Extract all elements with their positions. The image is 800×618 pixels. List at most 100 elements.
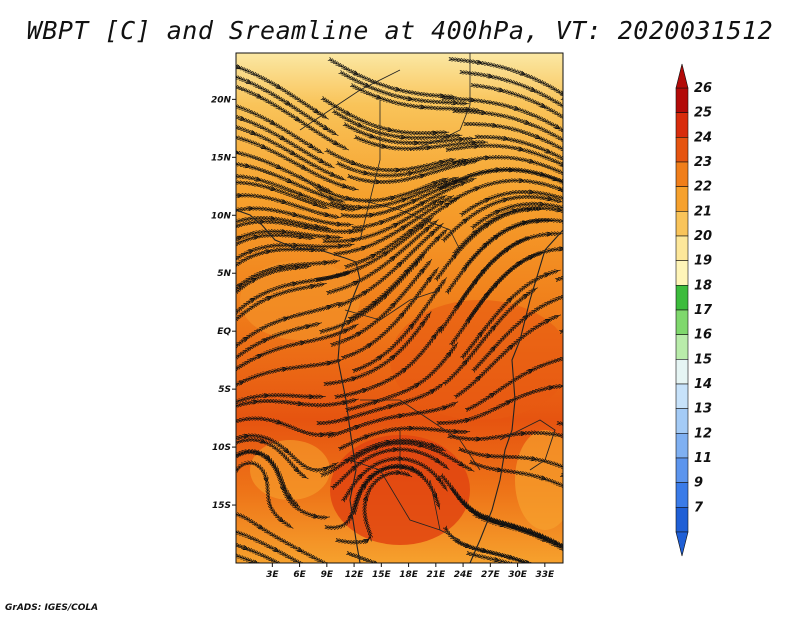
streamline-arrow <box>460 584 465 588</box>
streamline-arrow <box>654 119 659 123</box>
streamline-arrow <box>565 435 570 439</box>
streamline-arrow <box>582 188 587 192</box>
streamline-arrow <box>637 273 642 277</box>
streamline <box>236 218 332 241</box>
streamline-arrow <box>505 400 512 406</box>
streamline <box>557 423 563 441</box>
streamline <box>347 553 477 563</box>
colorbar-label: 24 <box>694 130 712 145</box>
streamline-arrow <box>544 319 551 324</box>
streamline-arrow <box>598 337 603 341</box>
streamline-arrow <box>636 240 641 244</box>
lat-tick-label: EQ <box>217 327 231 337</box>
streamline-arrow <box>326 360 333 366</box>
streamline-arrow <box>620 230 625 234</box>
streamline-arrow <box>260 438 267 444</box>
colorbar-segment <box>675 260 689 286</box>
streamline-arrow <box>662 164 667 168</box>
streamline-arrow <box>263 393 270 399</box>
colorbar-label: 18 <box>694 278 712 293</box>
colorbar-segment <box>675 408 689 434</box>
streamline-arrow <box>592 381 597 385</box>
colorbar-label: 7 <box>694 500 704 515</box>
wbpt-east-region <box>515 430 563 530</box>
streamline-arrow <box>528 255 535 260</box>
streamline <box>556 239 563 280</box>
country-borders <box>299 53 481 541</box>
streamline-arrow <box>610 351 615 355</box>
streamline-arrow <box>569 548 574 552</box>
colorbar-label: 12 <box>694 426 712 441</box>
colorbar-segment <box>675 87 689 113</box>
streamline-arrow <box>229 321 234 326</box>
lon-tick-label: 21E <box>426 570 446 580</box>
streamline-arrow <box>650 333 655 338</box>
streamline <box>236 323 322 384</box>
streamline-arrow <box>566 579 571 583</box>
streamline-arrow <box>596 499 601 503</box>
lon-tick-label: 6E <box>293 570 306 580</box>
streamline-arrow <box>704 487 709 491</box>
streamline-arrow <box>628 437 633 441</box>
streamline-arrow <box>688 257 693 262</box>
streamline-arrow <box>374 560 378 563</box>
streamline-arrow <box>236 420 239 423</box>
streamline-arrow <box>655 249 660 253</box>
streamline-arrow <box>446 351 452 357</box>
streamline-arrow <box>586 485 591 489</box>
colorbar-segment <box>675 359 689 385</box>
streamline-arrow <box>381 143 388 149</box>
streamline-arrow <box>473 143 480 149</box>
colorbar-label: 20 <box>694 229 712 244</box>
streamline-arrow <box>608 220 613 224</box>
streamline <box>579 449 710 476</box>
streamline-arrow <box>614 99 619 103</box>
streamline-arrow <box>589 539 594 543</box>
streamline-arrow <box>263 476 269 484</box>
streamline-arrow <box>595 442 600 446</box>
streamline <box>562 98 563 154</box>
streamline-arrow <box>607 138 612 142</box>
colorbar-segment <box>675 309 689 335</box>
streamline-arrow <box>574 470 579 474</box>
streamline-arrow <box>658 410 663 414</box>
lat-tick-label: 10N <box>211 211 232 221</box>
streamline-arrow <box>518 146 525 152</box>
lon-tick-label: 3E <box>266 570 279 580</box>
streamline-arrow <box>626 505 631 509</box>
longitude-axis: 3E 6E 9E 12E 15E 18E 21E 24E 27E 30E 33E <box>266 563 555 580</box>
streamline-arrow <box>571 175 576 179</box>
streamline-arrow <box>575 155 580 159</box>
streamline-arrow <box>641 216 646 220</box>
streamline-arrow <box>544 272 551 278</box>
streamline <box>467 553 593 563</box>
colorbar-segment <box>675 507 689 533</box>
streamline <box>586 379 710 416</box>
streamline-arrow <box>647 393 652 397</box>
streamline-arrow <box>444 202 451 208</box>
colorbar-label: 25 <box>694 106 712 121</box>
streamline <box>583 501 708 548</box>
streamline-arrow <box>253 234 260 240</box>
streamline-arrow <box>660 345 665 350</box>
streamline <box>236 540 339 563</box>
streamline-arrow <box>527 369 534 374</box>
streamline-arrow <box>584 426 589 430</box>
streamline-arrow <box>224 363 229 368</box>
streamline-arrow <box>476 436 482 442</box>
streamline-arrow <box>334 601 339 605</box>
streamline-arrow <box>600 552 605 556</box>
streamline-arrow <box>429 389 436 395</box>
streamline-arrow <box>244 163 251 169</box>
streamline-arrow <box>659 485 664 489</box>
streamline-arrow <box>653 220 658 224</box>
streamline <box>567 241 689 293</box>
colorbar-label: 21 <box>694 204 712 219</box>
streamline-arrow <box>618 526 623 530</box>
streamline-arrow <box>528 189 535 195</box>
streamline <box>236 359 344 397</box>
streamline <box>564 343 687 384</box>
streamline-arrow <box>262 338 269 344</box>
streamline-arrow <box>591 240 596 244</box>
colorbar-label: 22 <box>694 180 712 195</box>
